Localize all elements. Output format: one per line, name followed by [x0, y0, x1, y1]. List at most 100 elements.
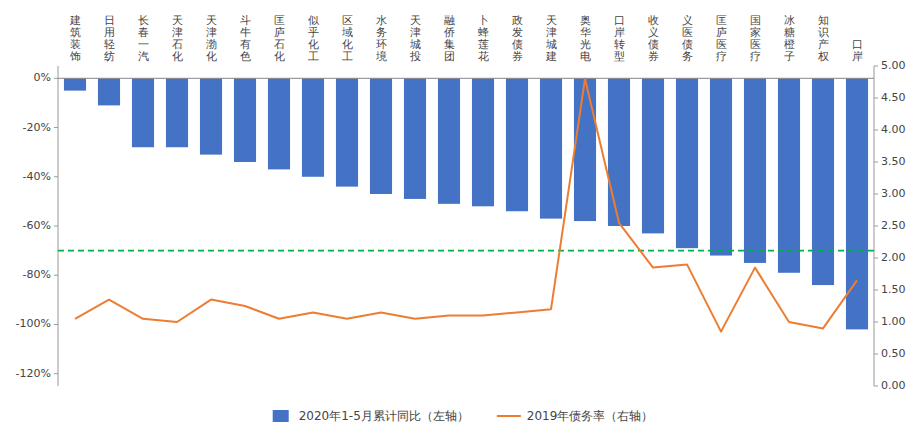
bar [778, 78, 800, 272]
bar [404, 78, 426, 199]
data-marks [58, 78, 874, 331]
chart: 0%-20%-40%-60%-80%-100%-120%0.000.501.00… [0, 0, 922, 432]
x-tick-label-char: 岸 [852, 50, 863, 63]
x-tick-label: 知识产权 [817, 14, 829, 63]
y-tick-label: -120% [16, 367, 51, 380]
x-tick-label-char: 建 [545, 50, 557, 63]
y2-tick [874, 290, 878, 291]
x-tick-label-char: 型 [614, 50, 625, 63]
y2-tick-label: 0.00 [881, 379, 906, 392]
y2-ticks: 0.000.501.001.502.002.503.003.504.004.50… [874, 59, 906, 392]
y-tick [54, 373, 58, 374]
x-tick-label: 天津城投 [409, 14, 421, 63]
bar [200, 78, 222, 154]
legend-item: 2019年债务率（右轴） [497, 409, 654, 423]
x-tick-labels: 建筑装饰日用轻纺长春一汽天津石化天津渤化斗牛有色匡庐石化似乎化工区域化工水务环境… [69, 14, 863, 63]
y2-tick-label: 4.50 [881, 91, 906, 104]
bar [234, 78, 256, 162]
line-series [75, 79, 857, 332]
y-tick [54, 127, 58, 128]
x-tick-label: 似乎化工 [308, 14, 319, 63]
x-tick-label-char: 权 [817, 50, 829, 63]
x-tick-label-char: 投 [409, 50, 421, 63]
legend-swatch [497, 415, 521, 417]
bar [438, 78, 460, 204]
y2-tick-label: 3.50 [881, 155, 906, 168]
x-tick-label-char: 化 [172, 50, 183, 63]
bar [608, 78, 630, 226]
x-tick-label-char: 花 [478, 50, 489, 63]
legend: 2020年1-5月累计同比（左轴）2019年债务率（右轴） [273, 409, 654, 423]
x-tick-label: 天津石化 [172, 14, 183, 63]
x-tick-label-char: 团 [444, 50, 455, 63]
y-tick [54, 324, 58, 325]
x-tick-label-char: 疗 [750, 50, 761, 63]
y2-tick-label: 5.00 [881, 59, 906, 72]
x-tick-label: 收义债券 [648, 14, 659, 63]
y2-tick [874, 98, 878, 99]
x-tick-label-char: 色 [240, 50, 251, 63]
y-tick-label: -100% [16, 317, 51, 330]
x-tick-label-char: 纺 [104, 50, 115, 63]
x-tick-label: 区域化工 [341, 14, 353, 63]
bar [302, 78, 324, 176]
x-tick-label-char: 电 [580, 50, 591, 63]
bar [268, 78, 290, 169]
x-tick-label: 天津渤化 [206, 14, 217, 63]
y2-tick-label: 2.00 [881, 251, 906, 264]
x-tick-label-char: 务 [682, 50, 693, 63]
x-tick-label: 政发债券 [512, 14, 523, 63]
x-tick-label: 冰糖橙子 [784, 14, 795, 63]
x-tick-label: 天津城建 [545, 14, 557, 63]
bar [540, 78, 562, 218]
x-tick-label: 建筑装饰 [69, 14, 81, 63]
x-tick-label: 水务环境 [375, 14, 387, 63]
bar [710, 78, 732, 255]
x-tick-label-char: 饰 [69, 50, 81, 63]
y-tick-label: -20% [23, 121, 51, 134]
y-tick [54, 78, 58, 79]
y2-tick [874, 226, 878, 227]
y2-tick-label: 1.50 [881, 283, 906, 296]
bar [64, 78, 86, 90]
bar [574, 78, 596, 221]
y2-tick-label: 1.00 [881, 315, 906, 328]
y-tick [54, 176, 58, 177]
x-tick-label: 国家医疗 [750, 14, 761, 63]
x-tick-label: 斗牛有色 [240, 14, 251, 63]
x-tick-label: 口岸 [852, 38, 863, 63]
y-tick-label: -80% [23, 268, 51, 281]
bar [132, 78, 154, 147]
x-tick-label-char: 券 [648, 50, 659, 63]
y2-tick-label: 3.00 [881, 187, 906, 200]
x-tick-label-char: 化 [274, 50, 285, 63]
x-tick-label: 融侨集团 [444, 14, 455, 63]
x-tick-label-char: 工 [342, 50, 353, 63]
x-tick-label: 匡庐医疗 [716, 14, 727, 63]
bar-series [64, 78, 868, 329]
x-tick-label: 口岸转型 [614, 14, 625, 63]
y2-tick [874, 354, 878, 355]
x-tick-label-char: 境 [375, 50, 387, 63]
y-tick [54, 226, 58, 227]
y2-tick-label: 2.50 [881, 219, 906, 232]
legend-label: 2019年债务率（右轴） [527, 409, 654, 423]
zero-line [58, 78, 874, 79]
bar [166, 78, 188, 147]
y2-tick [874, 258, 878, 259]
bar [98, 78, 120, 105]
x-tick-label: 匡庐石化 [274, 14, 285, 63]
y-tick [54, 275, 58, 276]
bar [472, 78, 494, 206]
x-tick-label-char: 工 [308, 50, 319, 63]
x-tick-label-char: 子 [784, 50, 795, 63]
y2-tick-label: 4.00 [881, 123, 906, 136]
y-ticks: 0%-20%-40%-60%-80%-100%-120% [16, 71, 58, 379]
x-tick-label: 卜蜂莲花 [478, 14, 489, 63]
x-tick-label: 长春一汽 [138, 14, 149, 63]
y2-tick [874, 386, 878, 387]
legend-swatch [273, 410, 289, 422]
y-tick-label: 0% [34, 71, 51, 84]
x-tick-label-char: 券 [512, 50, 523, 63]
bar [506, 78, 528, 211]
